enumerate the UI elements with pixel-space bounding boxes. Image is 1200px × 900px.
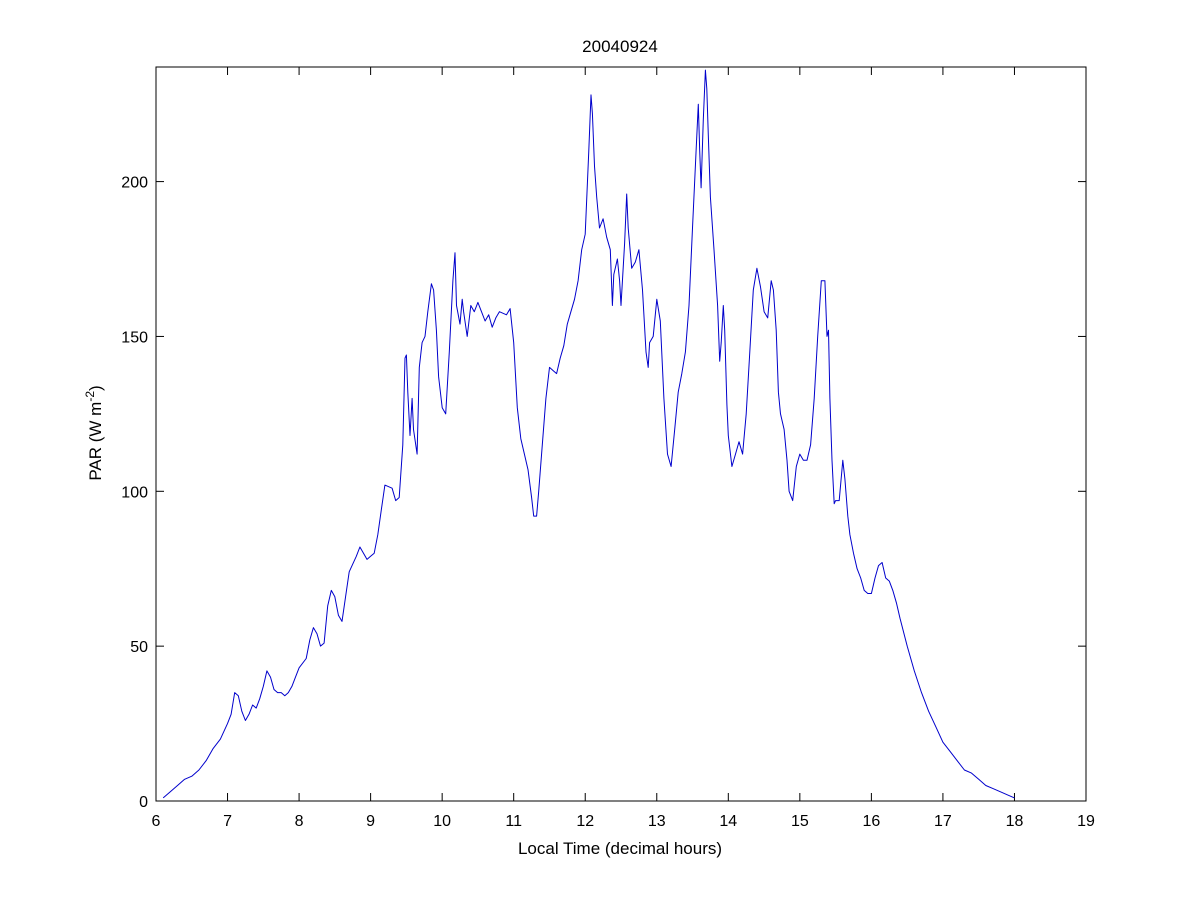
- x-tick-label: 10: [433, 813, 451, 830]
- plot-area: 6 7 8 9 10 11 12 13 14 15 16 17 18 19 0 50 100 150 200: [121, 66, 1095, 830]
- y-axis-title-end: ): [86, 385, 105, 391]
- chart-title: 20040924: [582, 37, 658, 56]
- x-tick-label: 15: [791, 813, 809, 830]
- x-tick-label: 16: [862, 813, 880, 830]
- x-axis-title: Local Time (decimal hours): [518, 839, 722, 858]
- axes-box: [155, 66, 1087, 802]
- x-tick-label: 18: [1006, 813, 1024, 830]
- x-tick-label: 7: [223, 813, 232, 830]
- y-tick-label: 200: [121, 175, 148, 192]
- series-layer: [162, 69, 1015, 799]
- y-axis: 0 50 100 150 200: [121, 175, 1086, 811]
- x-tick-label: 8: [295, 813, 304, 830]
- y-axis-title: PAR (W m-2): [83, 385, 105, 480]
- y-tick-label: 50: [130, 639, 148, 656]
- x-axis: 6 7 8 9 10 11 12 13 14 15 16 17 18 19: [152, 67, 1095, 830]
- x-tick-label: 14: [719, 813, 737, 830]
- x-tick-label: 17: [934, 813, 952, 830]
- x-tick-label: 13: [648, 813, 666, 830]
- y-tick-label: 150: [121, 329, 148, 346]
- x-tick-label: 12: [576, 813, 594, 830]
- y-axis-title-main: PAR (W m: [86, 402, 105, 481]
- x-tick-label: 19: [1077, 813, 1095, 830]
- x-tick-label: 9: [366, 813, 375, 830]
- x-tick-label: 11: [505, 813, 522, 830]
- x-tick-label: 6: [152, 813, 161, 830]
- y-tick-label: 0: [139, 794, 148, 811]
- y-tick-label: 100: [121, 484, 148, 501]
- series-line: [162, 69, 1015, 799]
- y-axis-title-superscript: -2: [83, 391, 97, 402]
